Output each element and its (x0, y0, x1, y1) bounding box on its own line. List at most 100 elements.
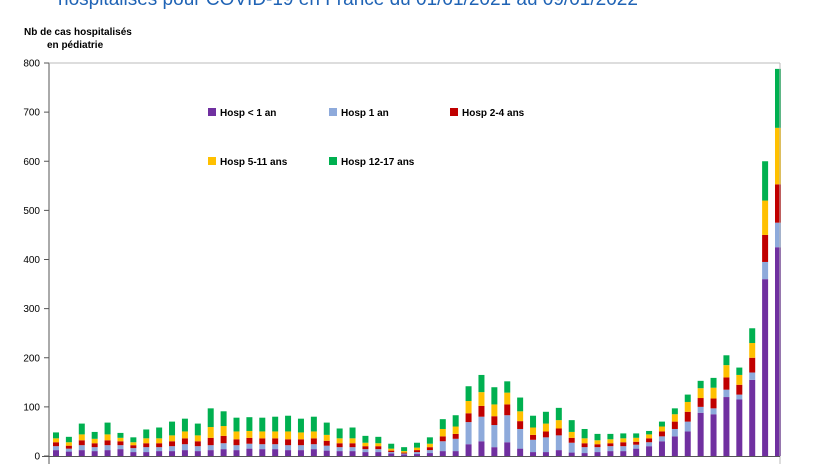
bar-segment-2 (426, 450, 433, 454)
bar-segment-3 (710, 398, 717, 409)
bar-segment-5 (762, 161, 769, 201)
legend-swatch-1 (208, 108, 216, 116)
bar-segment-1 (388, 453, 395, 456)
bar-segment-1 (517, 448, 524, 456)
bar-segment-3 (452, 433, 459, 439)
bar-segment-3 (517, 421, 524, 429)
bar-segment-5 (91, 431, 98, 439)
legend-swatch-5 (329, 157, 337, 165)
bar-segment-1 (439, 451, 446, 456)
bar-segment-4 (710, 387, 717, 399)
bar-segment-5 (736, 367, 743, 375)
bar-segment-2 (465, 422, 472, 445)
bar-segment-5 (633, 433, 640, 438)
y-tick-label: 200 (23, 353, 40, 364)
y-tick-label: 0 (34, 452, 40, 463)
bar-segment-4 (697, 388, 704, 399)
bar-segment-5 (749, 328, 756, 344)
bar-segment-3 (220, 435, 227, 444)
bar-segment-4 (246, 430, 253, 438)
bar-segment-4 (310, 431, 317, 439)
bar-segment-4 (749, 343, 756, 358)
bar-segment-1 (426, 453, 433, 456)
bar-segment-4 (723, 365, 730, 378)
legend-swatch-2 (329, 108, 337, 116)
bar-segment-2 (633, 444, 640, 449)
bar-segment-1 (620, 451, 627, 456)
axes-layer: 0 100 200 300 400 500 600 700 800 (23, 59, 781, 464)
bar-segment-2 (452, 438, 459, 452)
bar-segment-3 (465, 413, 472, 423)
bar-segment-3 (323, 440, 330, 446)
bar-segment-2 (53, 446, 59, 451)
legend-label-2: Hosp 1 an (341, 108, 389, 119)
bar-segment-5 (491, 387, 498, 405)
bar-segment-3 (375, 446, 382, 450)
bar-segment-3 (594, 444, 601, 448)
bar-segment-2 (478, 416, 485, 442)
bar-segment-5 (285, 415, 292, 432)
bar-segment-3 (104, 440, 111, 446)
bar-segment-4 (452, 426, 459, 434)
bar-segment-2 (233, 445, 240, 451)
bar-segment-5 (220, 411, 227, 427)
bar-segment-2 (620, 446, 627, 452)
bar-segment-4 (233, 431, 240, 440)
bar-segment-2 (723, 389, 730, 398)
page-title: hospitalisés pour COVID-19 en France du … (58, 0, 638, 11)
bar-segment-1 (323, 450, 330, 456)
bar-segment-4 (65, 442, 72, 446)
bar-segment-3 (581, 443, 588, 448)
bar-segment-3 (117, 441, 124, 446)
bar-segment-5 (542, 411, 549, 424)
bar-segment-2 (658, 436, 665, 442)
bar-segment-3 (555, 428, 562, 436)
bar-segment-3 (633, 441, 640, 445)
bar-segment-3 (646, 438, 653, 443)
bar-segment-2 (388, 452, 395, 454)
bar-segment-3 (53, 442, 59, 447)
bar-segment-2 (181, 444, 188, 451)
bar-segment-4 (633, 437, 640, 442)
bar-segment-1 (658, 441, 665, 456)
bar-segment-4 (323, 434, 330, 441)
bar-segment-1 (607, 451, 614, 456)
y-tick-label: 800 (23, 59, 40, 70)
bar-segment-5 (426, 437, 433, 444)
bar-segment-5 (181, 418, 188, 432)
bar-segment-5 (336, 428, 343, 439)
bar-segment-2 (285, 445, 292, 451)
bar-segment-2 (542, 437, 549, 453)
bar-segment-5 (581, 428, 588, 439)
bar-segment-3 (749, 357, 756, 373)
bar-segment-3 (439, 436, 446, 442)
bar-segment-4 (491, 404, 498, 417)
bar-segment-2 (349, 447, 356, 452)
bar-segment-5 (297, 418, 304, 433)
bar-segment-4 (143, 438, 150, 444)
bar-segment-2 (104, 445, 111, 451)
bar-segment-5 (156, 427, 163, 439)
bar-segment-3 (426, 447, 433, 451)
bar-segment-1 (452, 451, 459, 456)
y-tick-label: 400 (23, 255, 40, 266)
bar-segment-2 (581, 447, 588, 454)
bar-segment-5 (452, 415, 459, 427)
bar-segment-3 (143, 443, 150, 448)
bar-segment-4 (504, 392, 511, 405)
bar-segment-4 (762, 200, 769, 235)
bar-segment-5 (671, 408, 678, 415)
bar-segment-3 (310, 438, 317, 445)
bar-segment-4 (169, 435, 176, 442)
bar-segment-2 (259, 444, 266, 450)
bar-segment-2 (220, 443, 227, 450)
bar-segment-5 (414, 442, 420, 448)
bar-segment-4 (568, 431, 575, 438)
bar-segment-5 (530, 415, 537, 428)
bar-segment-5 (143, 429, 150, 439)
bar-segment-3 (478, 405, 485, 417)
bar-segment-4 (671, 414, 678, 422)
bar-segment-5 (439, 419, 446, 429)
legend: Hosp < 1 an Hosp 1 an Hosp 2-4 ans Hosp 5-1… (208, 108, 525, 168)
bar-segment-3 (736, 384, 743, 395)
